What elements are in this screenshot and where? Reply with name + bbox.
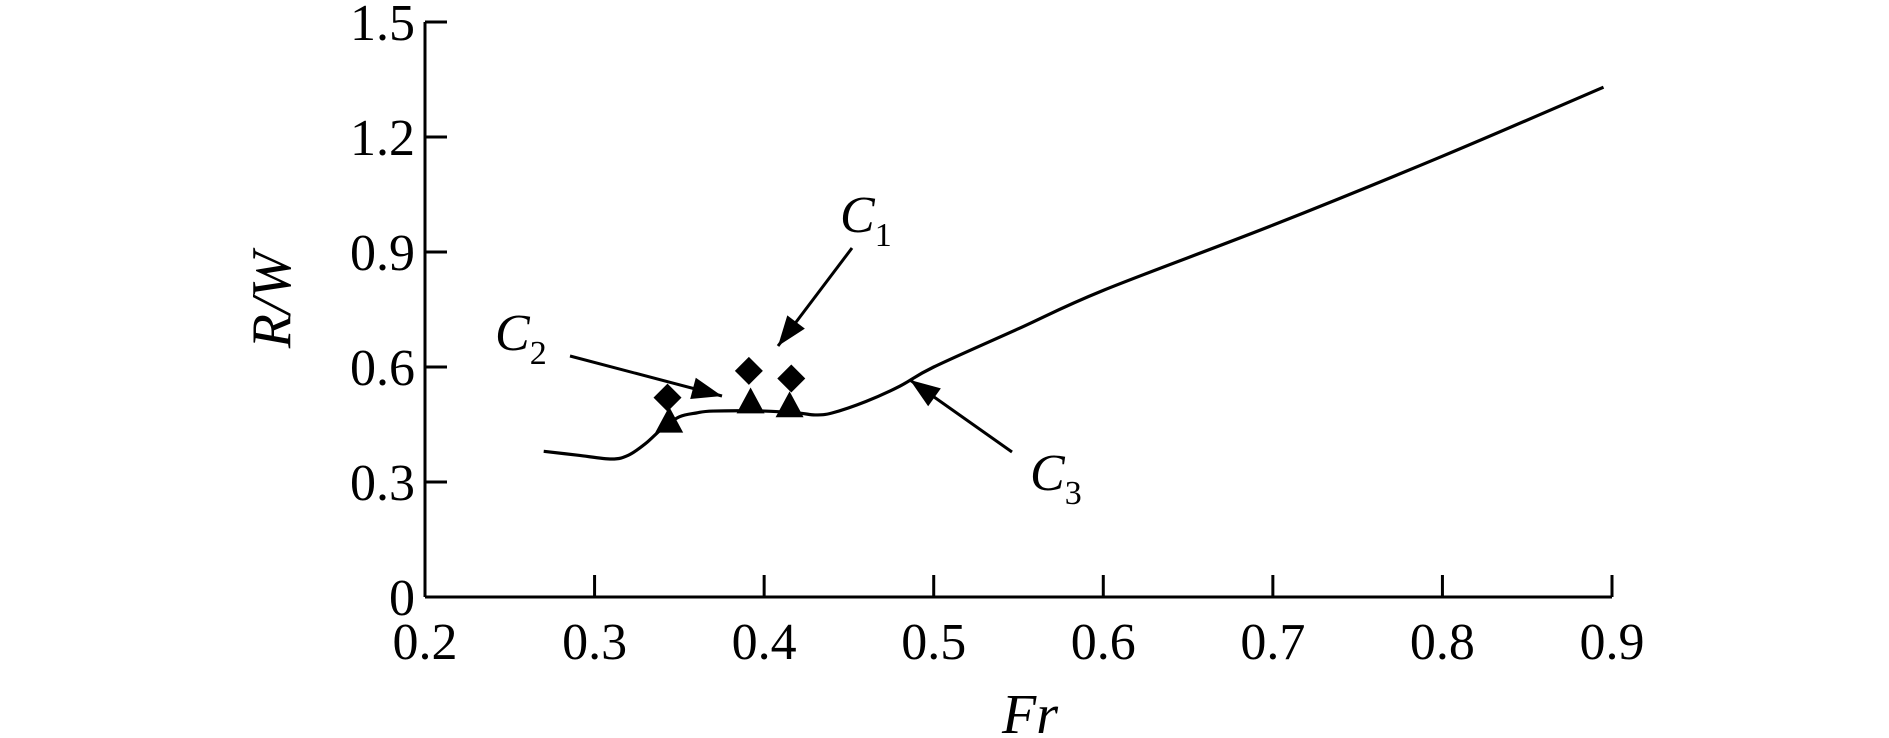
series-c3-curve — [543, 85, 1605, 461]
series-c2-arrow-head — [690, 377, 722, 400]
series-markers — [653, 356, 806, 433]
x-tick-label: 0.9 — [1580, 614, 1645, 671]
series-c3-arrow-head — [910, 380, 941, 407]
series-c1-label-sub: 1 — [875, 217, 892, 254]
series-c1-point — [777, 364, 806, 393]
x-tick-label: 0.5 — [901, 614, 966, 671]
x-axis-title: Fr — [1001, 684, 1058, 738]
series-c2-point — [775, 391, 804, 418]
series-c3-label: C3 — [1030, 445, 1082, 512]
y-tick-label: 1.5 — [350, 0, 415, 52]
series-c1-point — [653, 383, 682, 412]
series-c2-point — [736, 387, 765, 414]
series-c1-arrow-head — [778, 315, 805, 346]
series-c2-label-sub: 2 — [530, 335, 547, 372]
x-tick-label: 0.8 — [1410, 614, 1475, 671]
series-c2-point — [655, 406, 684, 433]
y-axis-title: R/W — [241, 247, 303, 349]
y-tick-label: 0.6 — [350, 340, 415, 397]
y-tick-label: 0.3 — [350, 455, 415, 512]
y-tick-label: 0.9 — [350, 225, 415, 282]
series-c3-line — [543, 85, 1605, 461]
series-c3-label-main: C — [1030, 445, 1066, 502]
x-tick-label: 0.6 — [1071, 614, 1136, 671]
series-c1-label-main: C — [840, 187, 876, 244]
x-tick-label: 0.4 — [732, 614, 797, 671]
series-c1-point — [734, 356, 763, 385]
series-c3-label-sub: 3 — [1065, 475, 1082, 512]
series-c2-label-main: C — [495, 305, 531, 362]
x-tick-label: 0.3 — [562, 614, 627, 671]
x-tick-label: 0.2 — [393, 614, 458, 671]
chart-axes — [423, 22, 1612, 599]
series-c2-label: C2 — [495, 305, 547, 372]
chart-ticks: 0.2 0.3 0.4 0.5 0.6 0.7 0.8 0.9 0 0.3 0.6 0.9 1.2 1.5 — [350, 0, 1645, 671]
y-tick-label: 0 — [389, 570, 415, 627]
y-tick-label: 1.2 — [350, 110, 415, 167]
x-tick-label: 0.7 — [1240, 614, 1305, 671]
series-c1-label: C1 — [840, 187, 892, 254]
